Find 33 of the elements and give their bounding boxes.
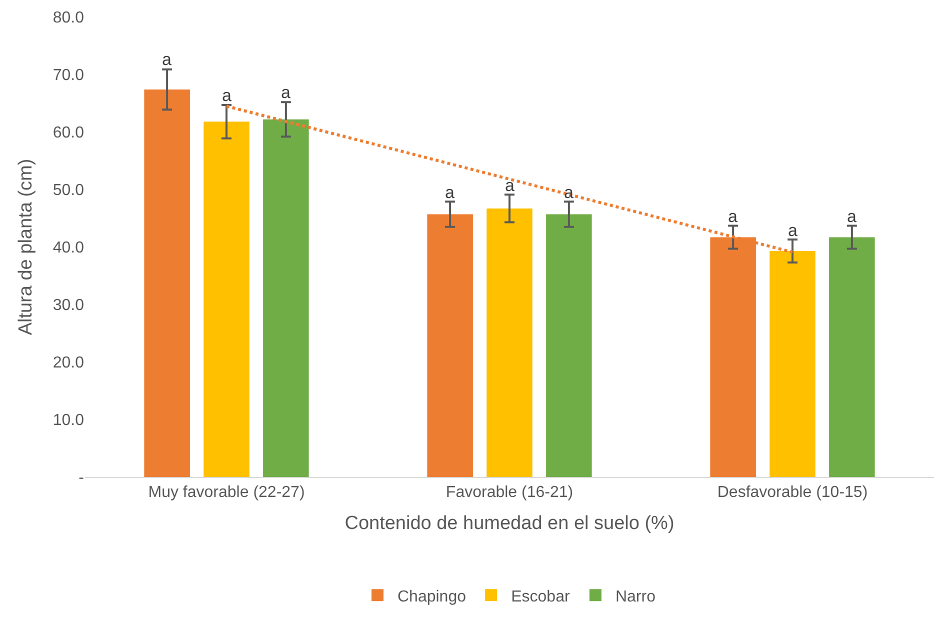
y-tick-label: - (78, 470, 84, 487)
x-tick-label: Desfavorable (10-15) (717, 484, 868, 502)
bar (263, 119, 309, 477)
data-label: a (505, 176, 515, 195)
y-axis-title: Altura de planta (cm) (16, 158, 37, 336)
y-tick-label: 40.0 (52, 240, 84, 257)
bar (486, 208, 532, 477)
y-tick-label: 70.0 (52, 67, 84, 84)
y-tick-label: 60.0 (52, 124, 84, 142)
legend-label: Escobar (511, 588, 570, 606)
data-label: a (728, 207, 738, 226)
data-label: a (162, 50, 172, 69)
data-label: a (788, 221, 798, 240)
bar (770, 251, 816, 477)
x-tick-label: Muy favorable (22-27) (148, 484, 305, 502)
bar (204, 122, 250, 477)
y-tick-label: 80.0 (52, 10, 84, 27)
legend-label: Chapingo (398, 588, 466, 606)
legend-label: Narro (615, 588, 656, 606)
data-label: a (847, 207, 857, 226)
bar (546, 214, 592, 477)
y-tick-label: 30.0 (52, 297, 84, 314)
x-tick-label: Favorable (16-21) (446, 484, 574, 502)
bar (427, 214, 473, 477)
y-tick-label: 50.0 (52, 182, 84, 200)
data-label: a (445, 183, 455, 202)
y-tick-label: 20.0 (52, 354, 84, 372)
bar (144, 89, 190, 477)
x-axis-title: Contenido de humedad en el suelo (%) (344, 513, 674, 534)
bar (829, 237, 875, 477)
data-label: a (222, 86, 232, 105)
y-tick-label: 10.0 (52, 412, 84, 430)
data-label: a (281, 83, 291, 102)
